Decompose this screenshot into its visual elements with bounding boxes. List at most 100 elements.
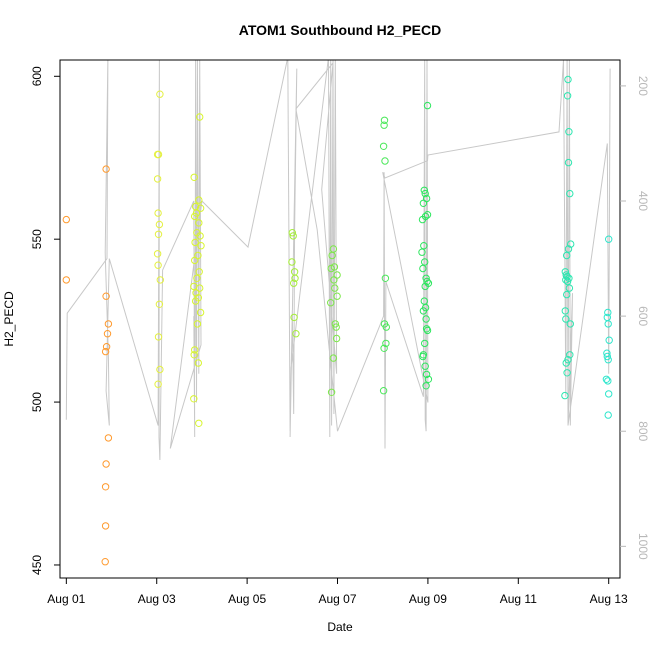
data-point — [331, 284, 339, 292]
data-point — [153, 150, 162, 159]
data-point — [102, 292, 110, 300]
data-point — [332, 334, 341, 343]
data-point — [420, 186, 428, 195]
data-point — [101, 522, 110, 530]
chart-title: ATOM1 Southbound H2_PECD — [239, 22, 441, 38]
data-point — [419, 352, 427, 361]
data-point — [156, 365, 164, 374]
data-point — [561, 268, 569, 276]
data-point — [379, 142, 388, 151]
data-point — [156, 276, 165, 284]
x-axis-label: Date — [327, 620, 353, 634]
data-point — [155, 220, 164, 229]
y-axis: 450 500 550 600 — [30, 66, 60, 575]
data-point — [196, 204, 205, 212]
x-tick-label: Aug 01 — [47, 592, 85, 606]
data-point — [153, 175, 162, 183]
data-point — [605, 235, 613, 243]
data-point — [563, 290, 571, 299]
secondary-line-series — [65, 60, 611, 461]
data-point — [381, 274, 390, 282]
data-point — [191, 297, 200, 305]
data-point — [332, 323, 340, 331]
data-point — [424, 375, 433, 383]
y2-tick-label: 400 — [636, 191, 650, 211]
data-point — [154, 380, 162, 388]
x-tick-label: Aug 09 — [409, 592, 447, 606]
data-point — [421, 258, 429, 266]
data-point — [605, 390, 613, 398]
data-point — [563, 92, 572, 100]
data-point — [62, 215, 71, 224]
data-point — [566, 351, 574, 359]
data-point — [156, 90, 164, 98]
data-point — [562, 276, 570, 284]
data-point — [290, 279, 298, 287]
data-point — [379, 387, 388, 395]
data-point — [195, 219, 203, 227]
data-point — [563, 272, 571, 281]
data-point — [101, 483, 110, 491]
data-point — [562, 315, 570, 323]
data-point — [421, 339, 429, 348]
y-tick-label: 450 — [30, 555, 44, 575]
data-point — [564, 245, 573, 253]
data-point — [289, 232, 297, 240]
data-point — [290, 313, 298, 322]
series-line — [65, 60, 611, 461]
data-point — [604, 308, 612, 317]
data-point — [420, 242, 428, 250]
data-point — [380, 121, 388, 129]
data-point — [419, 199, 428, 208]
x-tick-label: Aug 05 — [228, 592, 266, 606]
data-point — [419, 307, 428, 315]
data-point — [565, 128, 573, 136]
data-point — [194, 359, 203, 367]
data-point — [423, 101, 432, 110]
data-point — [564, 158, 573, 167]
data-point — [101, 558, 109, 566]
data-point — [190, 351, 198, 359]
data-point — [563, 277, 572, 286]
data-point — [418, 215, 427, 224]
data-point — [382, 323, 390, 331]
data-point — [604, 377, 612, 385]
data-point — [291, 274, 299, 282]
data-point — [381, 157, 389, 165]
data-point — [331, 320, 339, 328]
secondary-y-axis: 200 400 600 800 1000 — [620, 76, 650, 560]
x-tick-label: Aug 13 — [590, 592, 628, 606]
data-point — [153, 250, 162, 258]
data-point — [567, 240, 575, 248]
data-point — [604, 411, 612, 419]
data-point — [154, 261, 162, 269]
data-point — [605, 336, 613, 344]
data-point — [155, 300, 164, 308]
data-point — [197, 242, 205, 250]
data-point — [292, 330, 300, 338]
y-tick-label: 550 — [30, 229, 44, 249]
data-point — [102, 165, 110, 173]
data-point — [104, 434, 113, 442]
data-point — [195, 196, 203, 204]
data-point — [604, 320, 612, 328]
data-point — [604, 356, 612, 364]
data-point — [382, 339, 390, 348]
data-point — [422, 315, 430, 323]
y2-tick-label: 600 — [636, 306, 650, 326]
data-point — [288, 229, 296, 237]
y-axis-label: H2_PECD — [2, 291, 16, 347]
data-point — [566, 189, 574, 198]
data-point — [191, 238, 199, 247]
data-point — [327, 299, 335, 307]
data-point — [196, 113, 204, 121]
data-point — [421, 362, 429, 370]
data-point — [602, 375, 611, 383]
data-point — [328, 251, 336, 260]
x-axis: Aug 01 Aug 03 Aug 05 Aug 07 Aug 09 Aug 11 Aug … — [47, 578, 628, 606]
data-point — [191, 346, 199, 354]
data-point — [329, 354, 338, 362]
data-point — [103, 330, 112, 338]
data-point — [191, 256, 199, 265]
data-point — [419, 264, 427, 273]
